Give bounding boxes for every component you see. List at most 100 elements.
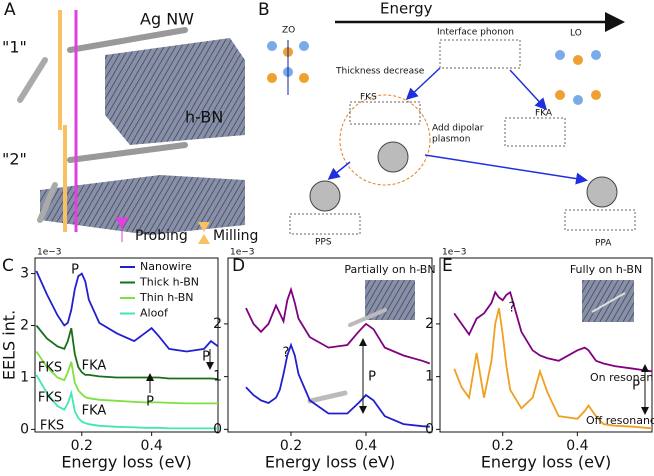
particle xyxy=(377,141,409,173)
y-tick-label: 2 xyxy=(213,316,222,332)
plot-frame xyxy=(34,257,219,433)
fks-region xyxy=(339,94,431,186)
annotation: P xyxy=(202,350,210,365)
process-label: plasmon xyxy=(432,135,470,145)
mode-label: FKA xyxy=(535,109,553,119)
probing-icon xyxy=(115,217,129,242)
mode-label: Interface phonon xyxy=(437,28,514,38)
mode-label: ZO xyxy=(282,26,295,36)
scale-note: 1e−3 xyxy=(230,248,255,258)
annotation: P xyxy=(146,395,154,410)
y-tick-label: 0 xyxy=(425,421,434,437)
hbn-block xyxy=(105,38,245,145)
legend-label: Nanowire xyxy=(140,260,192,273)
plot-frame xyxy=(227,257,433,433)
x-axis-label: Energy loss (eV) xyxy=(481,453,611,472)
series-label: Off resonance xyxy=(586,414,654,427)
series-line xyxy=(245,342,430,428)
hbn-block xyxy=(40,175,245,235)
x-tick-label: 0.2 xyxy=(492,438,514,454)
annotation: ? xyxy=(509,301,516,316)
y-tick-label: 0 xyxy=(213,421,222,437)
mode-label: PPS xyxy=(315,238,332,248)
panel-label: A xyxy=(4,0,16,20)
milling-label: Milling xyxy=(213,228,258,244)
charge-layer xyxy=(439,39,521,69)
x-tick-label: 0.2 xyxy=(71,438,93,454)
zo-lattice xyxy=(267,40,309,95)
annotation: P xyxy=(632,379,640,394)
annotation: FKS xyxy=(38,361,62,376)
x-tick-label: 0.4 xyxy=(355,438,377,454)
annotation: P xyxy=(368,370,376,385)
annotation: P xyxy=(71,263,79,278)
process-arrow xyxy=(327,161,351,180)
material-label: h-BN xyxy=(185,108,223,127)
nanowire-label: Ag NW xyxy=(140,10,194,29)
panel-label: B xyxy=(258,0,270,20)
panel-label: C xyxy=(2,256,14,276)
mode-label: PPA xyxy=(595,239,612,249)
probing-label: Probing xyxy=(135,228,188,244)
milling-icon xyxy=(198,222,210,244)
panel-label: D xyxy=(232,256,245,276)
nanowire-sketch xyxy=(307,390,348,404)
series-line xyxy=(453,290,653,373)
annotation: ? xyxy=(283,346,290,361)
x-axis-label: Energy loss (eV) xyxy=(265,453,395,472)
legend-label: Thick h-BN xyxy=(139,276,199,289)
particle xyxy=(586,176,618,208)
legend-label: Aloof xyxy=(140,307,169,320)
charge-layer xyxy=(349,101,421,125)
nanowire-piece xyxy=(37,182,58,223)
x-axis-label: Energy loss (eV) xyxy=(61,453,191,472)
inset-nanowire xyxy=(591,292,626,313)
y-tick-label: 1 xyxy=(213,369,222,385)
plot-frame xyxy=(439,257,653,433)
panel-a: A Ag NW "1" "2" h-BN Probing Milling xyxy=(2,0,258,244)
panel-label: E xyxy=(442,256,453,276)
x-tick-label: 0.2 xyxy=(280,438,302,454)
annotation: Fully on h-BN xyxy=(570,263,642,276)
inset-image xyxy=(582,280,634,322)
state-label: "1" xyxy=(2,38,27,57)
state-label: "2" xyxy=(2,150,27,169)
annotation: FKS xyxy=(40,419,64,434)
lo-lattice xyxy=(555,50,601,105)
y-tick-label: 2 xyxy=(20,318,29,334)
process-arrow xyxy=(509,69,548,111)
process-label: Thickness decrease xyxy=(335,67,425,77)
annotation: FKA xyxy=(82,359,107,374)
nanowire-piece xyxy=(17,57,48,103)
y-tick-label: 3 xyxy=(20,266,29,282)
series-label: On resonance xyxy=(590,371,654,384)
series-line xyxy=(35,374,218,430)
panel-b: B Energy ZO Interface phonon LO Thicknes… xyxy=(258,0,636,249)
nanowire xyxy=(67,27,188,53)
process-arrow xyxy=(424,154,588,185)
particle xyxy=(309,180,341,212)
series-line xyxy=(35,324,219,380)
y-axis-label: EELS int. xyxy=(0,310,19,380)
charge-layer xyxy=(289,213,361,235)
y-tick-label: 0 xyxy=(20,421,29,437)
y-tick-label: 1 xyxy=(425,369,434,385)
scale-note: 1e−3 xyxy=(442,248,467,258)
inset-nanowire xyxy=(348,308,387,327)
nanowire xyxy=(67,142,188,163)
annotation: FKS xyxy=(38,391,62,406)
series-line xyxy=(245,286,431,365)
mode-label: LO xyxy=(570,29,582,39)
y-tick-label: 2 xyxy=(425,316,434,332)
annotation: FKA xyxy=(82,404,107,419)
series-line xyxy=(35,270,219,353)
x-tick-label: 0.4 xyxy=(141,438,163,454)
series-line xyxy=(453,307,653,430)
y-tick-label: 1 xyxy=(20,369,29,385)
process-arrow xyxy=(405,67,441,101)
process-label: Add dipolar xyxy=(432,124,484,134)
annotation: Partially on h-BN xyxy=(344,263,435,276)
mode-label: FKS xyxy=(360,93,377,103)
legend-label: Thin h-BN xyxy=(139,291,194,304)
charge-layer xyxy=(564,209,636,231)
